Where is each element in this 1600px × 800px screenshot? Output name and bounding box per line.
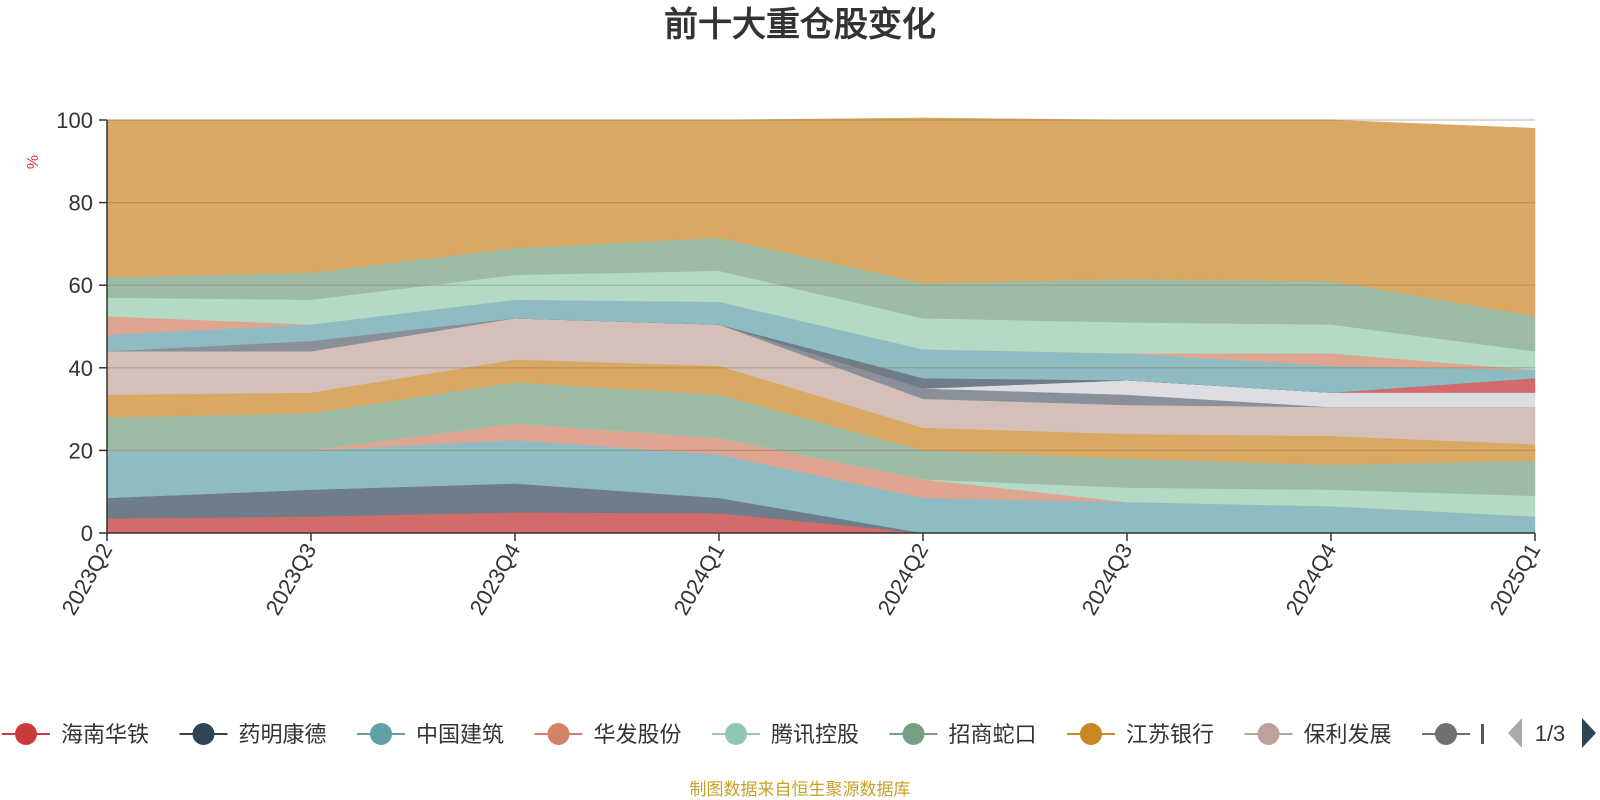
legend-label: 保利发展 — [1304, 722, 1392, 747]
legend-label: 江苏银行 — [1126, 722, 1214, 747]
legend-marker-icon — [1080, 723, 1102, 745]
legend-item[interactable]: 海南华铁 — [2, 722, 149, 747]
legend-item[interactable] — [1422, 723, 1484, 745]
legend-label-truncated — [1481, 724, 1484, 744]
legend-label: 中国建筑 — [416, 722, 504, 747]
legend-item[interactable]: 招商蛇口 — [889, 722, 1037, 747]
area-series-17 — [106, 117, 1536, 317]
y-tick-label: 100 — [56, 108, 93, 133]
x-tick-label: 2024Q1 — [669, 539, 730, 619]
x-tick-label: 2024Q3 — [1077, 539, 1138, 619]
legend-item[interactable]: 中国建筑 — [357, 722, 504, 747]
y-tick-label: 20 — [69, 438, 93, 463]
legend-marker-icon — [725, 723, 747, 745]
legend-item[interactable]: 江苏银行 — [1067, 722, 1214, 747]
legend-label: 药明康德 — [239, 722, 327, 747]
x-tick-label: 2023Q2 — [57, 539, 118, 619]
legend-page-indicator: 1/3 — [1535, 721, 1566, 746]
y-axis-unit: % — [25, 155, 42, 169]
legend-pager: 1/3 — [1508, 718, 1596, 748]
y-tick-label: 80 — [69, 191, 93, 216]
x-tick-label: 2024Q2 — [873, 539, 934, 619]
legend-item[interactable]: 保利发展 — [1244, 722, 1392, 747]
x-tick-label: 2023Q4 — [465, 539, 526, 619]
grid-lines — [107, 119, 1535, 451]
legend-marker-icon — [547, 723, 570, 745]
legend-item[interactable]: 药明康德 — [179, 722, 327, 747]
legend-marker-icon — [902, 723, 925, 745]
legend-marker-icon — [1435, 723, 1457, 745]
legend[interactable]: 海南华铁 药明康德 中国建筑 华发股份 腾讯控股 招商蛇口 江苏银行 保利发展 — [2, 722, 1484, 747]
x-tick-label: 2025Q1 — [1485, 539, 1546, 619]
legend-marker-icon — [15, 723, 37, 745]
legend-next-arrow-icon[interactable] — [1582, 718, 1596, 748]
legend-label: 腾讯控股 — [771, 722, 859, 747]
legend-marker-icon — [370, 723, 392, 745]
area-layers — [106, 117, 1536, 534]
legend-prev-arrow-icon[interactable] — [1508, 718, 1522, 748]
x-tick-label: 2024Q4 — [1281, 539, 1342, 619]
legend-label: 海南华铁 — [61, 722, 149, 747]
legend-label: 华发股份 — [594, 722, 682, 747]
legend-label: 招商蛇口 — [949, 722, 1037, 747]
legend-marker-icon — [1257, 723, 1280, 745]
y-tick-label: 0 — [81, 521, 93, 546]
legend-marker-icon — [192, 723, 215, 745]
y-tick-label: 40 — [69, 356, 93, 381]
data-source-note: 制图数据来自恒生聚源数据库 — [690, 780, 911, 799]
legend-item[interactable]: 腾讯控股 — [712, 722, 859, 747]
legend-item[interactable]: 华发股份 — [534, 722, 682, 747]
x-tick-label: 2023Q3 — [261, 539, 322, 619]
y-tick-label: 60 — [69, 273, 93, 298]
chart-title: 前十大重仓股变化 — [664, 6, 936, 44]
